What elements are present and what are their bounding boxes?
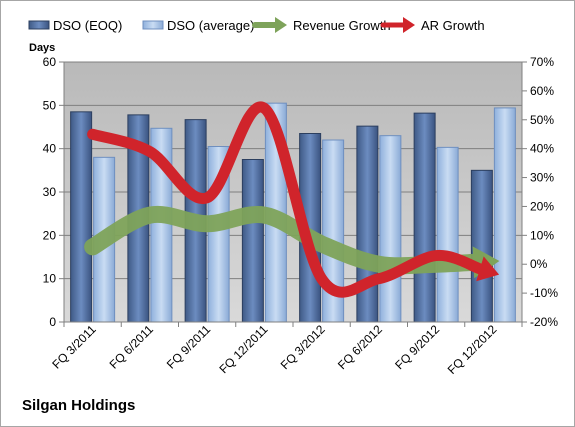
- legend-label-revenue-growth: Revenue Growth: [293, 18, 391, 33]
- bar-dso-eoq: [356, 125, 379, 323]
- revenue-growth-line: [84, 205, 484, 275]
- y-tick-label: 10: [43, 272, 57, 286]
- bar-dso-average: [436, 146, 459, 323]
- bar-dso-average: [379, 135, 402, 323]
- y-tick-label: 60: [43, 55, 57, 69]
- legend-swatch-dso-eoq: [28, 20, 50, 30]
- y-tick-label: 50: [43, 98, 57, 112]
- y2-tick-label: 40%: [530, 142, 554, 156]
- y-tick-label: 40: [43, 142, 57, 156]
- bar-dso-eoq: [70, 111, 93, 323]
- y2-tick-label: 50%: [530, 113, 554, 127]
- y2-tick-label: -20%: [530, 315, 558, 329]
- y2-tick-label: 60%: [530, 84, 554, 98]
- y-axis-title: Days: [29, 42, 55, 54]
- legend-swatch-dso-average: [142, 20, 164, 30]
- legend-label-dso-average: DSO (average): [167, 18, 254, 33]
- legend: DSO (EOQ) DSO (average) Revenue Growth AR G…: [28, 17, 485, 33]
- ar-growth-line: [87, 101, 486, 298]
- bar-dso-eoq: [413, 112, 436, 323]
- legend-label-ar-growth: AR Growth: [421, 18, 485, 33]
- y-tick-label: 0: [49, 315, 56, 329]
- y2-tick-label: 20%: [530, 199, 554, 213]
- y2-tick-label: 10%: [530, 228, 554, 242]
- bar-dso-eoq: [241, 159, 264, 323]
- y2-tick-label: 70%: [530, 55, 554, 69]
- legend-label-dso-eoq: DSO (EOQ): [53, 18, 122, 33]
- ar-growth-arrowhead: [476, 256, 500, 282]
- lines-layer: [84, 101, 500, 298]
- legend-arrowhead-ar-growth: [403, 17, 415, 33]
- bar-dso-average: [493, 107, 516, 323]
- bar-dso-eoq: [470, 169, 493, 323]
- company-name: Silgan Holdings: [22, 397, 136, 414]
- legend-arrowhead-revenue-growth: [275, 17, 287, 33]
- y-tick-label: 20: [43, 228, 57, 242]
- y2-tick-label: -10%: [530, 286, 558, 300]
- y2-tick-label: 0%: [530, 257, 548, 271]
- y2-tick-label: 30%: [530, 171, 554, 185]
- y-tick-label: 30: [43, 185, 57, 199]
